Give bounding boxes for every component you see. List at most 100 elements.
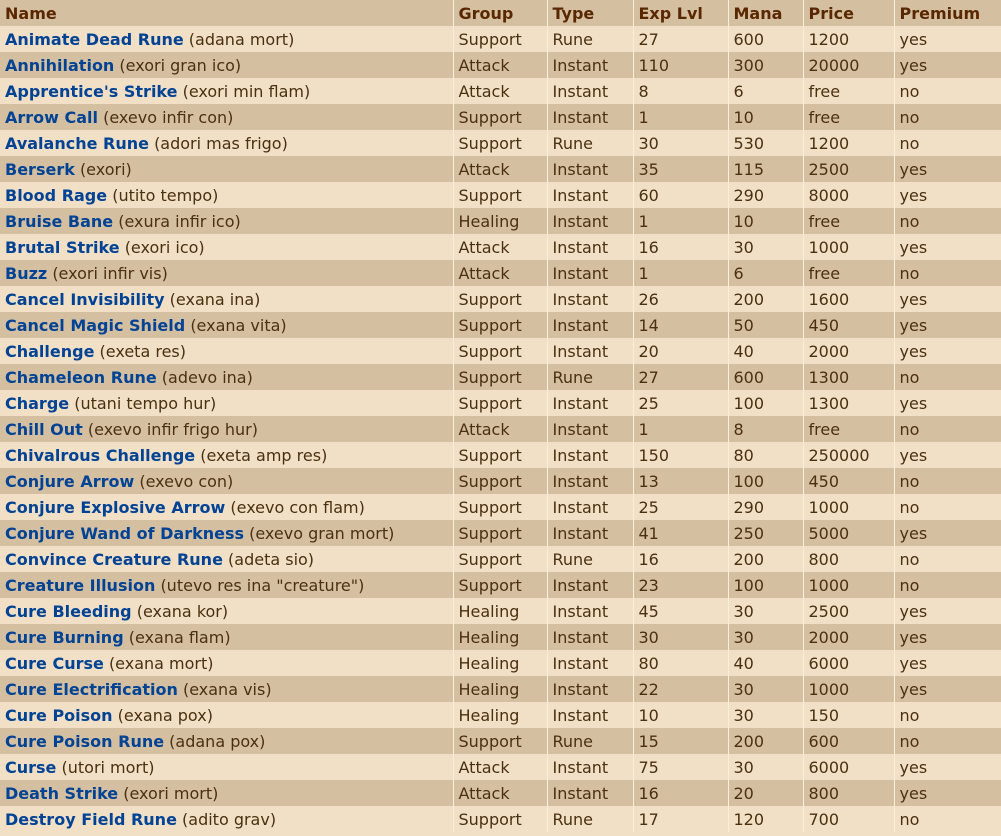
spell-price: 2500 — [803, 156, 895, 182]
spell-premium: yes — [899, 393, 928, 413]
spell-name-link[interactable]: Blood Rage — [5, 185, 108, 205]
spell-group: Support — [453, 468, 548, 494]
header-price[interactable]: Price — [803, 0, 895, 26]
spell-name-link[interactable]: Cure Poison — [5, 705, 113, 725]
table-row: Conjure Arrow (exevo con) Support Instan… — [0, 468, 1001, 494]
spell-name-cell: Berserk (exori) — [0, 156, 454, 182]
spell-name-link[interactable]: Conjure Arrow — [5, 471, 135, 491]
spell-group: Healing — [453, 208, 548, 234]
spell-exp-lvl: 27 — [633, 364, 729, 390]
spell-words: (exevo infir con) — [103, 107, 234, 127]
spell-name-link[interactable]: Conjure Explosive Arrow — [5, 497, 226, 517]
header-type[interactable]: Type — [547, 0, 634, 26]
spell-exp-lvl: 16 — [633, 780, 729, 806]
spell-group: Support — [453, 104, 548, 130]
spell-mana: 80 — [728, 442, 804, 468]
spell-name-cell: Challenge (exeta res) — [0, 338, 454, 364]
spell-name-link[interactable]: Convince Creature Rune — [5, 549, 223, 569]
spell-type: Rune — [547, 728, 634, 754]
spell-price: 450 — [803, 312, 895, 338]
spell-name-link[interactable]: Chill Out — [5, 419, 83, 439]
spell-group: Support — [453, 286, 548, 312]
spell-exp-lvl: 26 — [633, 286, 729, 312]
header-mana[interactable]: Mana — [728, 0, 804, 26]
spell-type: Rune — [547, 546, 634, 572]
spell-name-link[interactable]: Cure Curse — [5, 653, 104, 673]
spell-name-link[interactable]: Chameleon Rune — [5, 367, 157, 387]
spell-price: 5000 — [803, 520, 895, 546]
header-row: Name Group Type Exp Lvl Mana Price Premi… — [0, 0, 1001, 26]
header-group[interactable]: Group — [453, 0, 548, 26]
spell-name-link[interactable]: Chivalrous Challenge — [5, 445, 196, 465]
spell-exp-lvl: 60 — [633, 182, 729, 208]
spell-group: Support — [453, 806, 548, 832]
spell-name-cell: Apprentice's Strike (exori min flam) — [0, 78, 454, 104]
spell-words: (exana flam) — [128, 627, 231, 647]
header-name[interactable]: Name — [0, 0, 454, 26]
spell-name-cell: Chivalrous Challenge (exeta amp res) — [0, 442, 454, 468]
spell-price: 1200 — [803, 26, 895, 52]
spell-name-link[interactable]: Animate Dead Rune — [5, 29, 184, 49]
spell-words: (exana vita) — [190, 315, 287, 335]
spell-name-link[interactable]: Destroy Field Rune — [5, 809, 177, 829]
spell-price: free — [803, 208, 895, 234]
spell-name-link[interactable]: Bruise Bane — [5, 211, 114, 231]
spell-name-link[interactable]: Cancel Invisibility — [5, 289, 165, 309]
spell-premium: yes — [899, 757, 928, 777]
spell-price: 450 — [803, 468, 895, 494]
spell-words: (exana kor) — [136, 601, 229, 621]
spell-group: Support — [453, 520, 548, 546]
spell-group: Attack — [453, 234, 548, 260]
spell-name-link[interactable]: Creature Illusion — [5, 575, 156, 595]
spell-group: Healing — [453, 598, 548, 624]
spell-words: (utori mort) — [61, 757, 155, 777]
spell-name-link[interactable]: Cure Poison Rune — [5, 731, 165, 751]
spell-type: Instant — [547, 260, 634, 286]
spell-name-cell: Death Strike (exori mort) — [0, 780, 454, 806]
spell-name-link[interactable]: Buzz — [5, 263, 48, 283]
spell-name-link[interactable]: Berserk — [5, 159, 75, 179]
spell-name-cell: Conjure Arrow (exevo con) — [0, 468, 454, 494]
spell-mana: 6 — [728, 260, 804, 286]
spell-words: (exori min flam) — [182, 81, 311, 101]
spell-name-link[interactable]: Curse — [5, 757, 57, 777]
spell-name-link[interactable]: Cancel Magic Shield — [5, 315, 186, 335]
spell-words: (exevo con) — [139, 471, 234, 491]
spell-name-link[interactable]: Death Strike — [5, 783, 119, 803]
spell-name-link[interactable]: Avalanche Rune — [5, 133, 149, 153]
spell-exp-lvl: 23 — [633, 572, 729, 598]
spell-exp-lvl: 14 — [633, 312, 729, 338]
header-exp-lvl[interactable]: Exp Lvl — [633, 0, 729, 26]
spell-type: Instant — [547, 650, 634, 676]
table-header: Name Group Type Exp Lvl Mana Price Premi… — [0, 0, 1001, 26]
spell-name-link[interactable]: Apprentice's Strike — [5, 81, 178, 101]
spell-premium: no — [899, 419, 920, 439]
spell-words: (exori gran ico) — [119, 55, 242, 75]
spell-name-cell: Cure Bleeding (exana kor) — [0, 598, 454, 624]
spell-name-link[interactable]: Annihilation — [5, 55, 115, 75]
header-premium[interactable]: Premium — [899, 3, 981, 23]
spell-name-link[interactable]: Cure Burning — [5, 627, 124, 647]
spell-type: Instant — [547, 520, 634, 546]
table-row: Cure Electrification (exana vis) Healing… — [0, 676, 1001, 702]
spell-premium: yes — [899, 653, 928, 673]
spell-mana: 200 — [728, 728, 804, 754]
spell-name-link[interactable]: Challenge — [5, 341, 95, 361]
spell-name-link[interactable]: Charge — [5, 393, 70, 413]
spell-name-cell: Animate Dead Rune (adana mort) — [0, 26, 454, 52]
spell-name-link[interactable]: Cure Bleeding — [5, 601, 132, 621]
spell-name-link[interactable]: Arrow Call — [5, 107, 99, 127]
spell-price: 2000 — [803, 624, 895, 650]
spell-name-link[interactable]: Conjure Wand of Darkness — [5, 523, 245, 543]
spell-premium: no — [899, 471, 920, 491]
spell-group: Support — [453, 442, 548, 468]
spell-group: Support — [453, 182, 548, 208]
spell-words: (adito grav) — [182, 809, 277, 829]
spell-name-cell: Chill Out (exevo infir frigo hur) — [0, 416, 454, 442]
spell-mana: 30 — [728, 598, 804, 624]
spell-group: Attack — [453, 416, 548, 442]
spell-name-link[interactable]: Brutal Strike — [5, 237, 120, 257]
spell-name-link[interactable]: Cure Electrification — [5, 679, 178, 699]
spell-type: Instant — [547, 572, 634, 598]
